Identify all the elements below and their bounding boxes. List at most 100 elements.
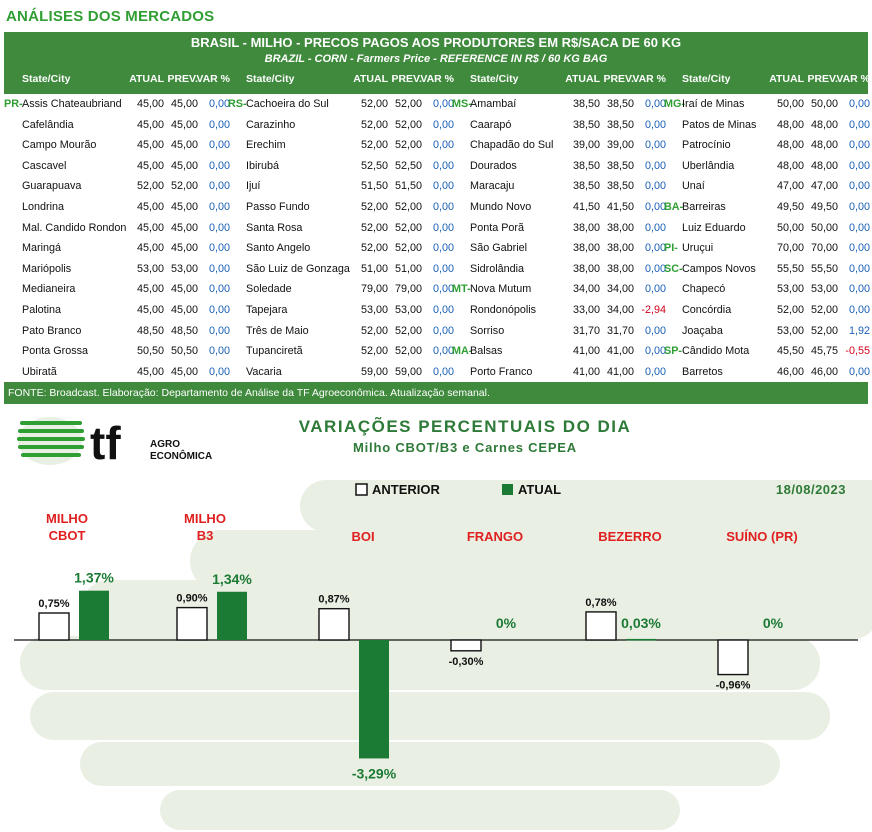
city-name: Sorriso bbox=[470, 324, 505, 337]
city-name: Joaçaba bbox=[682, 324, 723, 337]
price-prev: 34,00 bbox=[606, 283, 634, 296]
category-label: FRANGO bbox=[467, 529, 523, 544]
bar-anterior bbox=[717, 639, 749, 676]
price-prev: 38,50 bbox=[606, 159, 634, 172]
price-prev: 52,00 bbox=[810, 304, 838, 316]
price-atual: 50,00 bbox=[776, 98, 804, 110]
price-atual: 41,00 bbox=[572, 365, 600, 378]
chart-subtitle: Milho CBOT/B3 e Carnes CEPEA bbox=[353, 440, 577, 455]
price-atual: 41,50 bbox=[572, 201, 600, 213]
state-code: PR- bbox=[4, 98, 23, 110]
logo-stripes-icon bbox=[17, 417, 85, 465]
price-var: 0,00 bbox=[432, 201, 454, 213]
price-prev: 39,00 bbox=[606, 139, 634, 152]
chart-date: 18/08/2023 bbox=[776, 482, 846, 497]
bar-atual bbox=[626, 638, 656, 641]
city-name: Nova Mutum bbox=[470, 283, 532, 296]
price-var: 0,00 bbox=[848, 180, 870, 193]
background-stripe bbox=[30, 692, 830, 740]
bar-anterior-value: 0,75% bbox=[38, 598, 69, 610]
price-atual: 45,00 bbox=[136, 242, 164, 255]
bar-anterior-value: 0,78% bbox=[585, 597, 616, 609]
category-label: MILHO bbox=[184, 511, 226, 526]
price-prev: 52,50 bbox=[394, 159, 422, 172]
price-prev: 52,00 bbox=[394, 345, 422, 358]
price-var: 0,00 bbox=[208, 118, 230, 131]
category-label: BOI bbox=[351, 529, 374, 544]
price-atual: 45,00 bbox=[136, 365, 164, 378]
price-var: 0,00 bbox=[208, 159, 230, 172]
city-name: Erechim bbox=[246, 139, 286, 152]
price-var: 0,00 bbox=[432, 242, 454, 255]
price-atual: 41,00 bbox=[572, 345, 600, 358]
price-prev: 52,00 bbox=[394, 201, 422, 213]
price-prev: 47,00 bbox=[810, 180, 838, 193]
price-var: 0,00 bbox=[432, 98, 454, 110]
table-title: BRASIL - MILHO - PRECOS PAGOS AOS PRODUT… bbox=[190, 35, 682, 50]
category-label: SUÍNO (PR) bbox=[726, 529, 798, 544]
city-name: Tupanciretã bbox=[246, 345, 303, 358]
price-var: 0,00 bbox=[208, 98, 230, 110]
price-prev: 45,00 bbox=[170, 118, 198, 131]
price-atual: 45,00 bbox=[136, 304, 164, 316]
city-name: Chapecó bbox=[682, 283, 726, 296]
header-var: VAR % bbox=[632, 73, 666, 85]
city-name: Chapadão do Sul bbox=[470, 139, 554, 152]
state-code: MS- bbox=[452, 98, 472, 110]
price-var: 0,00 bbox=[208, 221, 230, 234]
price-var: 0,00 bbox=[848, 242, 870, 255]
city-name: Ubiratã bbox=[22, 365, 57, 378]
price-atual: 38,00 bbox=[572, 221, 600, 234]
header-prev: PREV. bbox=[807, 73, 838, 85]
price-prev: 45,00 bbox=[170, 365, 198, 378]
header-atual: ATUAL bbox=[353, 73, 388, 85]
city-name: Iraí de Minas bbox=[682, 98, 745, 110]
price-prev: 52,00 bbox=[394, 242, 422, 255]
price-var: 0,00 bbox=[848, 283, 870, 296]
city-name: Maracaju bbox=[470, 180, 515, 193]
city-name: Ponta Porã bbox=[470, 221, 525, 234]
header-atual: ATUAL bbox=[565, 73, 600, 85]
price-atual: 45,00 bbox=[136, 201, 164, 213]
price-prev: 38,00 bbox=[606, 262, 634, 275]
city-name: Mariópolis bbox=[22, 262, 72, 275]
price-var: 0,00 bbox=[644, 139, 666, 152]
bar-atual-value: -3,29% bbox=[352, 765, 397, 781]
table-footer-source: FONTE: Broadcast. Elaboração: Departamen… bbox=[4, 382, 868, 404]
price-atual: 38,50 bbox=[572, 159, 600, 172]
price-atual: 52,00 bbox=[360, 345, 388, 358]
city-name: Patos de Minas bbox=[682, 118, 757, 131]
price-prev: 53,00 bbox=[394, 304, 422, 316]
bar-anterior bbox=[38, 612, 70, 641]
price-var: 0,00 bbox=[432, 118, 454, 131]
city-name: Concórdia bbox=[682, 304, 732, 316]
price-atual: 59,00 bbox=[360, 365, 388, 378]
header-city: State/City bbox=[682, 73, 731, 85]
price-prev: 51,00 bbox=[394, 262, 422, 275]
price-prev: 38,50 bbox=[606, 180, 634, 193]
header-city: State/City bbox=[470, 73, 519, 85]
price-var: 0,00 bbox=[644, 283, 666, 296]
price-var: 0,00 bbox=[208, 345, 230, 358]
price-var: 0,00 bbox=[848, 304, 870, 316]
background-stripe bbox=[80, 580, 872, 640]
price-prev: 49,50 bbox=[810, 201, 838, 213]
city-name: Londrina bbox=[22, 201, 65, 213]
legend-anterior-swatch bbox=[355, 483, 368, 496]
price-prev: 45,00 bbox=[170, 159, 198, 172]
bar-atual-value: 0,03% bbox=[621, 615, 661, 631]
city-name: Uruçui bbox=[682, 242, 714, 255]
state-code: MA- bbox=[452, 345, 473, 358]
section-title: ANÁLISES DOS MERCADOS bbox=[6, 8, 215, 25]
price-atual: 52,00 bbox=[360, 201, 388, 213]
price-prev: 31,70 bbox=[606, 324, 634, 337]
bar-atual-value: 1,34% bbox=[212, 571, 252, 587]
price-atual: 45,00 bbox=[136, 221, 164, 234]
city-name: Vacaria bbox=[246, 365, 282, 378]
price-atual: 52,00 bbox=[360, 98, 388, 110]
price-var: 0,00 bbox=[208, 139, 230, 152]
header-prev: PREV. bbox=[603, 73, 634, 85]
price-atual: 70,00 bbox=[776, 242, 804, 255]
header-atual: ATUAL bbox=[769, 73, 804, 85]
city-name: Carazinho bbox=[246, 118, 296, 131]
